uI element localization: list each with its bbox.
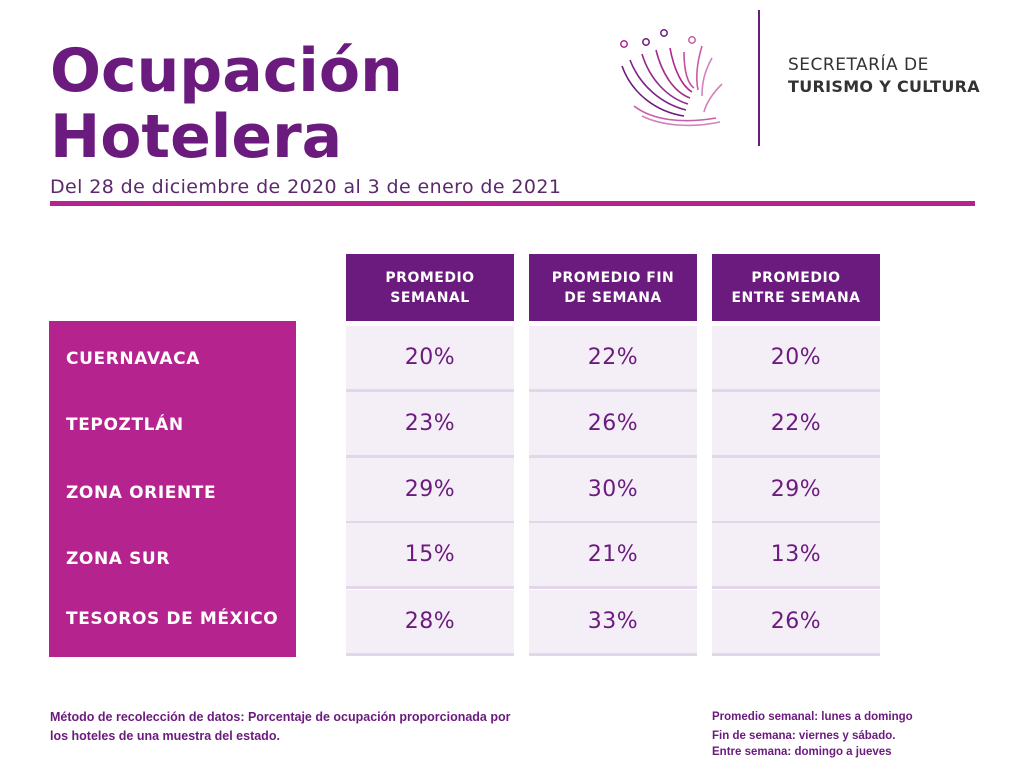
value-cell: 20% — [346, 326, 514, 392]
value-cell: 22% — [712, 392, 880, 458]
legend-entre-semana: Entre semana: domingo a jueves — [712, 746, 892, 758]
value-cell: 15% — [346, 523, 514, 589]
methodology-note-line-2: los hoteles de una muestra del estado. — [50, 729, 280, 743]
page-title: Ocupación Hotelera — [50, 38, 403, 170]
title-line-1: Ocupación — [50, 36, 403, 106]
value-cell: 30% — [529, 458, 697, 524]
column-header: PROMEDIO FIN DE SEMANA — [529, 254, 697, 321]
column-header-line-2: ENTRE SEMANA — [731, 289, 861, 306]
header-divider — [50, 201, 975, 206]
column-header: PROMEDIO ENTRE SEMANA — [712, 254, 880, 321]
value-cell: 26% — [529, 392, 697, 458]
value-cell: 23% — [346, 392, 514, 458]
legend-semanal: Promedio semanal: lunes a domingo — [712, 711, 913, 723]
value-cell: 29% — [346, 458, 514, 524]
methodology-note-line-1: Método de recolección de datos: Porcenta… — [50, 710, 511, 724]
value-cell: 26% — [712, 590, 880, 656]
row-label-cuernavaca: CUERNAVACA — [66, 349, 201, 369]
column-header-line-1: PROMEDIO — [751, 269, 841, 286]
destination-labels-panel — [49, 321, 296, 657]
column-header-line-2: DE SEMANA — [564, 289, 662, 306]
column-header: PROMEDIO SEMANAL — [346, 254, 514, 321]
org-name-line-2: TURISMO Y CULTURA — [788, 77, 980, 96]
value-cell: 28% — [346, 590, 514, 656]
row-label-tepoztlan: TEPOZTLÁN — [66, 415, 184, 435]
value-cell: 20% — [712, 326, 880, 392]
legend-fin-de-semana: Fin de semana: viernes y sábado. — [712, 730, 896, 742]
column-header-line-2: SEMANAL — [390, 289, 470, 306]
logo-divider — [758, 10, 760, 146]
title-line-2: Hotelera — [50, 102, 343, 172]
column-header-line-1: PROMEDIO FIN — [551, 269, 675, 286]
value-cell: 21% — [529, 523, 697, 589]
methodology-note: Método de recolección de datos: Porcenta… — [50, 708, 560, 746]
value-cell: 22% — [529, 326, 697, 392]
row-label-zona-sur: ZONA SUR — [66, 549, 171, 569]
row-label-zona-oriente: ZONA ORIENTE — [66, 483, 217, 503]
value-cell: 29% — [712, 458, 880, 524]
column-header-line-1: PROMEDIO — [385, 269, 475, 286]
row-label-tesoros-de-mexico: TESOROS DE MÉXICO — [66, 609, 279, 629]
lotus-flower-logo-icon — [620, 29, 723, 127]
value-cell: 33% — [529, 590, 697, 656]
date-range-subtitle: Del 28 de diciembre de 2020 al 3 de ener… — [50, 176, 562, 198]
org-name-line-1: SECRETARÍA DE — [788, 55, 929, 75]
value-cell: 13% — [712, 523, 880, 589]
